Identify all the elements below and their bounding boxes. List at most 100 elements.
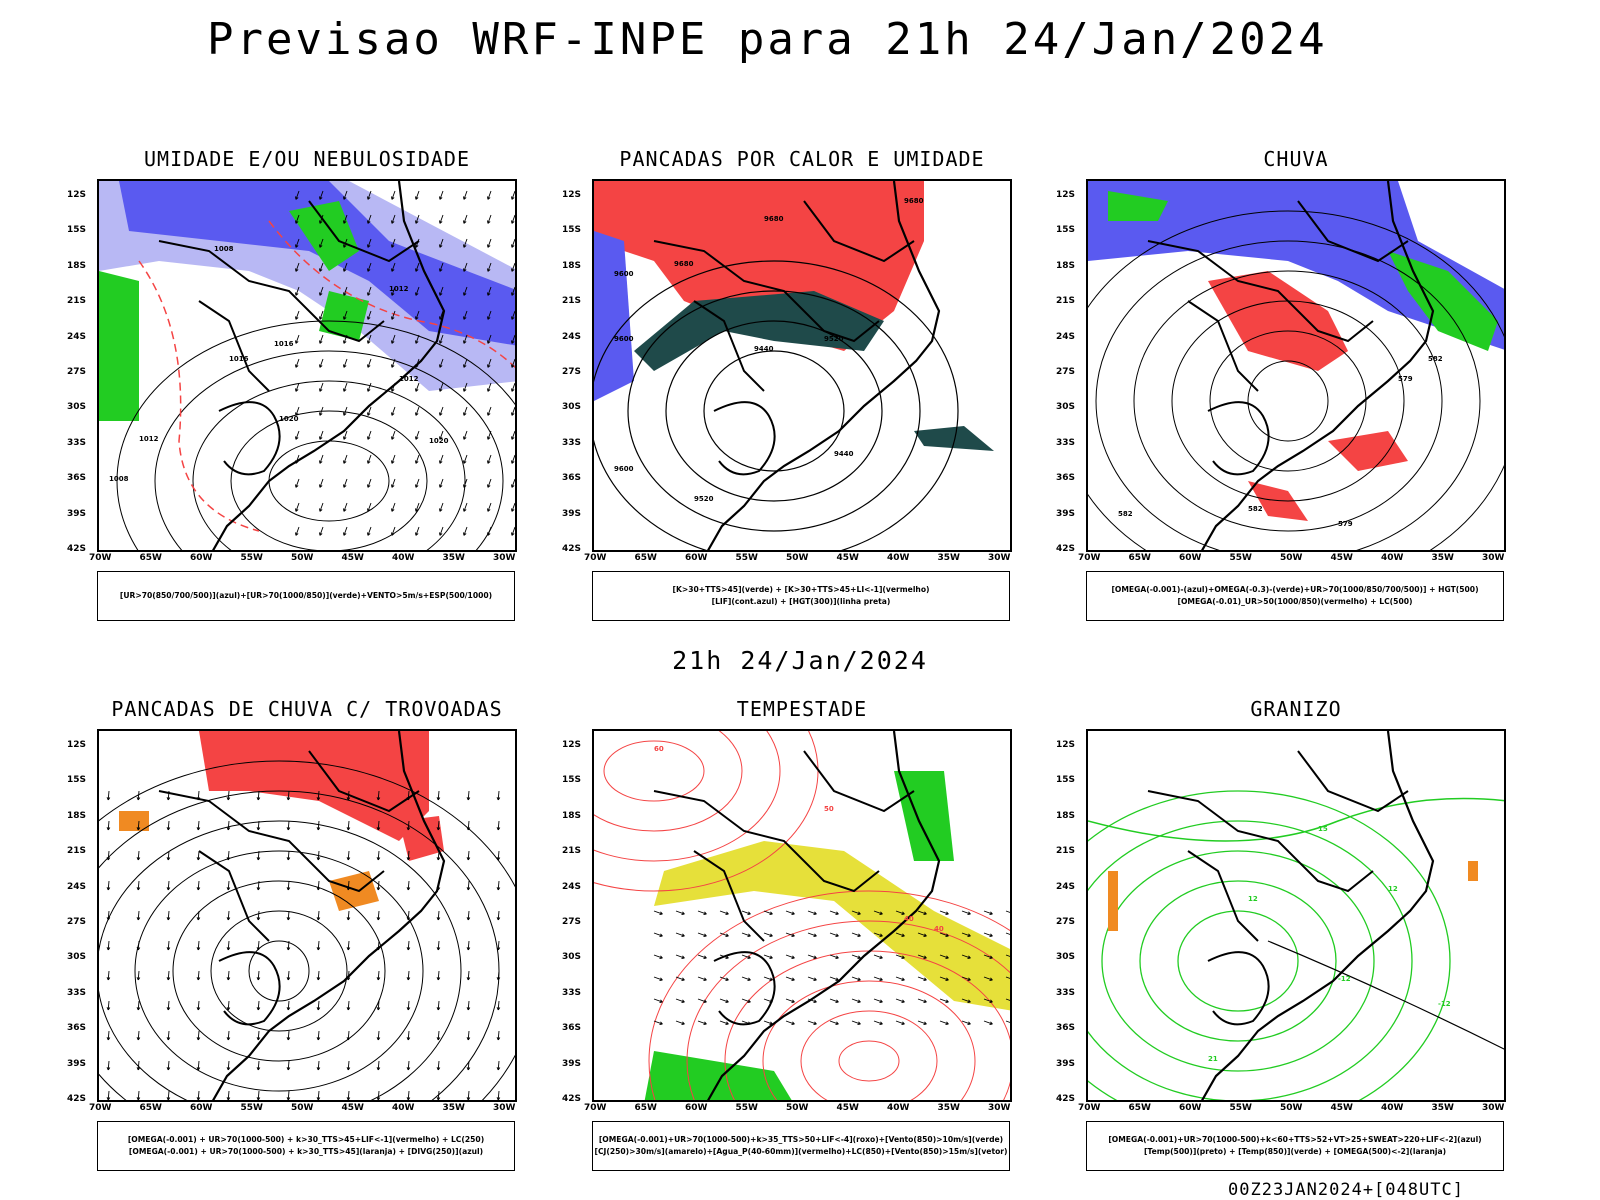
streamline-arrow — [466, 827, 471, 831]
wind-vector — [415, 214, 420, 224]
streamline-arrow — [286, 1037, 291, 1041]
wind-vector — [439, 430, 444, 440]
wind-vector — [967, 911, 971, 915]
streamline-arrow — [256, 1097, 261, 1100]
streamline-arrow — [376, 1097, 381, 1100]
streamline-arrow — [496, 917, 501, 921]
panel-title: TEMPESTADE — [736, 697, 868, 721]
wind-vector — [415, 508, 419, 512]
wind-vector — [439, 358, 444, 368]
legend-line: [UR>70(850/700/500)](azul)+[UR>70(1000/8… — [119, 591, 493, 600]
wind-vector — [703, 911, 707, 915]
lat-tick-label: 21S — [1056, 296, 1076, 307]
streamline-arrow — [257, 820, 260, 831]
contour-label: 60 — [654, 745, 664, 753]
wind-vector — [967, 1021, 971, 1025]
wind-vector — [487, 454, 492, 464]
wind-vector — [319, 268, 323, 272]
wind-vector — [813, 955, 817, 959]
lat-tick-label: 30S — [1056, 402, 1076, 413]
wind-vector — [367, 502, 372, 512]
wind-vector — [785, 932, 795, 937]
wind-vector — [343, 502, 348, 512]
streamline-arrow — [437, 1030, 440, 1041]
temp-850-contour — [1101, 850, 1375, 1072]
wind-vector — [741, 998, 751, 1003]
streamline-arrow — [346, 1097, 351, 1100]
contour-label: 40 — [934, 925, 944, 933]
rain-omega-area — [1088, 181, 1504, 350]
wind-vector — [319, 286, 324, 296]
isobar-contour — [154, 350, 504, 550]
wind-vector — [343, 358, 348, 368]
contour-label: 579 — [1398, 375, 1413, 383]
wind-vector — [463, 334, 468, 344]
wind-vector — [945, 933, 949, 937]
lon-tick-label: 35W — [442, 1103, 465, 1113]
wind-vector — [463, 358, 468, 368]
wind-vector — [945, 977, 949, 981]
streamline-arrow — [196, 1067, 201, 1071]
wind-vector — [487, 286, 492, 296]
temp-850-contour — [1177, 910, 1299, 1012]
streamline-contour — [99, 760, 515, 1100]
contour-label: 9680 — [764, 215, 784, 223]
wind-vector — [511, 238, 515, 248]
wind-vector — [295, 382, 300, 392]
wind-vector — [511, 310, 515, 320]
wind-vector — [681, 977, 685, 981]
temp-500-contour — [1267, 940, 1504, 1050]
streamline-arrow — [407, 880, 410, 891]
wind-vector — [487, 220, 491, 224]
water-vapor-contour — [762, 980, 976, 1100]
wind-vector — [367, 340, 371, 344]
lon-tick-label: 45W — [1330, 1103, 1353, 1113]
streamline-arrow — [107, 940, 110, 951]
lat-tick-label: 12S — [562, 190, 582, 200]
wind-vector — [295, 262, 300, 272]
lon-tick-label: 65W — [634, 1103, 657, 1113]
coastline — [707, 181, 941, 550]
lat-tick-label: 18S — [67, 260, 87, 271]
streamline-arrow — [377, 790, 380, 801]
streamline-arrow — [257, 1060, 260, 1071]
streamline-contour — [210, 910, 348, 1032]
border-line — [653, 240, 880, 343]
water-vapor-contour — [686, 920, 1010, 1100]
streamline-arrow — [226, 1007, 231, 1011]
streamline-arrow — [496, 977, 501, 981]
lon-tick-label: 30W — [988, 553, 1011, 563]
wind-vector — [319, 358, 324, 368]
wind-vector — [415, 532, 419, 536]
streamline-arrow — [377, 1060, 380, 1071]
wind-vector — [367, 508, 371, 512]
wind-vector — [415, 436, 419, 440]
lat-tick-label: 42S — [562, 544, 582, 554]
streamline-contour — [134, 850, 424, 1092]
water-vapor-contour — [800, 1010, 938, 1100]
wind-vector — [961, 932, 971, 937]
streamline-arrow — [347, 1000, 350, 1011]
wind-vector — [367, 412, 371, 416]
wind-vector — [675, 910, 685, 915]
wind-vector — [1011, 934, 1012, 937]
wind-vector — [967, 977, 971, 981]
wind-vector — [295, 532, 299, 536]
coastline — [707, 731, 941, 1100]
contour-label: 1020 — [279, 415, 299, 423]
wind-vector — [391, 364, 395, 368]
lat-tick-label: 39S — [562, 1058, 582, 1069]
streamline-arrow — [137, 790, 140, 801]
wind-vector — [487, 526, 492, 536]
wind-vector — [1011, 1000, 1012, 1003]
lat-tick-label: 18S — [67, 810, 87, 821]
wind-vector — [295, 358, 300, 368]
streamline-arrow — [436, 1067, 441, 1071]
lon-tick-label: 55W — [240, 1103, 263, 1113]
lon-tick-label: 45W — [341, 553, 364, 563]
streamline-arrow — [257, 970, 260, 981]
wind-vector — [989, 1021, 993, 1025]
streamline-arrow — [136, 1007, 141, 1011]
wind-vector — [367, 526, 372, 536]
wind-vector — [295, 478, 300, 488]
